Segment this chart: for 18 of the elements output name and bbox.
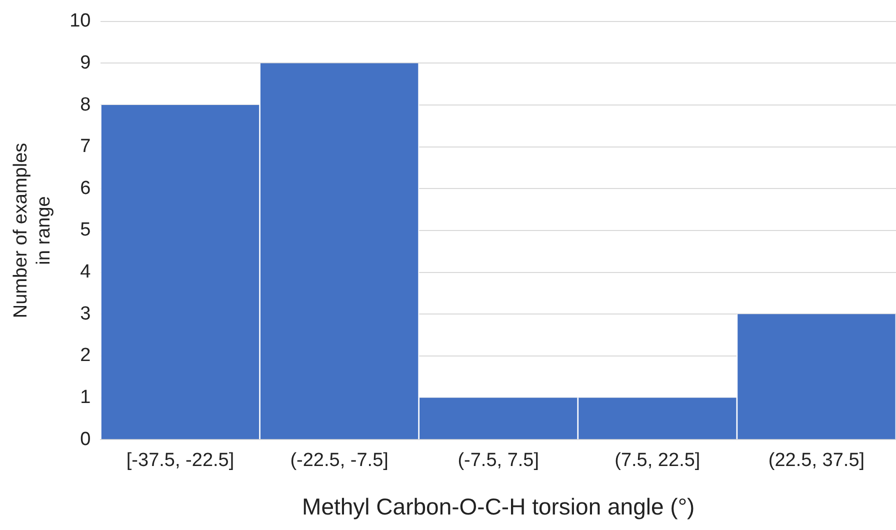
x-tick-label: (-22.5, -7.5] — [290, 450, 388, 472]
y-tick-label: 5 — [80, 220, 91, 241]
y-tick-label: 9 — [80, 52, 91, 74]
y-tick-label: 4 — [80, 262, 92, 283]
y-tick-label: 8 — [80, 94, 91, 116]
y-tick-label: 3 — [80, 303, 91, 324]
x-tick-label: [-37.5, -22.5] — [126, 450, 234, 472]
x-tick-label: (-7.5, 7.5] — [458, 450, 540, 472]
y-tick-label: 10 — [70, 10, 91, 32]
y-tick-label: 6 — [80, 178, 91, 199]
y-tick-label: 7 — [80, 136, 91, 158]
x-tick-label: (7.5, 22.5] — [614, 450, 700, 472]
x-tick-label: (22.5, 37.5] — [768, 450, 865, 472]
x-axis-title: Methyl Carbon-O-C-H torsion angle (°) — [302, 494, 695, 520]
y-tick-label: 2 — [80, 345, 91, 366]
y-tick-label: 0 — [80, 428, 91, 450]
y-axis-title: Number of examples in range — [10, 142, 54, 318]
y-tick-label: 1 — [80, 387, 91, 408]
